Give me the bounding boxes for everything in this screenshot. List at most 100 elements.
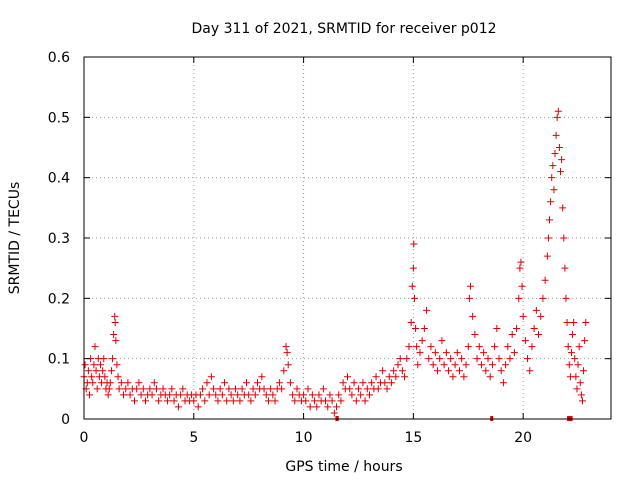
data-point <box>578 397 586 405</box>
data-point <box>344 373 351 381</box>
grid-lines <box>84 57 611 419</box>
x-tick-label: 5 <box>189 430 198 446</box>
data-point <box>251 391 259 399</box>
data-point <box>381 379 389 387</box>
data-point <box>216 385 224 393</box>
data-point <box>357 391 365 399</box>
data-point <box>407 318 415 326</box>
data-point <box>575 343 583 351</box>
data-point <box>122 385 130 393</box>
data-point <box>335 391 343 399</box>
data-point <box>547 198 555 206</box>
data-point <box>333 403 341 411</box>
data-point <box>92 367 100 375</box>
data-point <box>104 391 112 399</box>
data-point <box>497 367 505 375</box>
data-point <box>91 343 99 351</box>
data-point <box>530 325 538 332</box>
data-point <box>447 355 455 363</box>
x-tick-label: 0 <box>80 430 89 446</box>
data-point <box>519 312 527 320</box>
data-point <box>392 373 400 381</box>
data-point <box>560 234 568 242</box>
data-point <box>564 343 572 351</box>
y-tick-label: 0.2 <box>48 291 70 307</box>
data-point <box>425 355 433 363</box>
data-point <box>549 162 557 170</box>
data-point <box>552 131 560 139</box>
data-point <box>308 391 316 399</box>
data-point <box>436 355 444 363</box>
data-point <box>573 385 581 393</box>
data-point <box>107 367 115 375</box>
data-point <box>482 367 490 375</box>
data-point <box>465 294 473 302</box>
data-point <box>484 355 492 363</box>
data-point <box>179 385 187 393</box>
data-point <box>398 367 406 375</box>
data-point <box>218 391 226 399</box>
data-point <box>291 397 299 405</box>
data-point <box>221 379 229 387</box>
data-point <box>111 318 119 326</box>
data-point <box>225 385 233 393</box>
data-point <box>431 349 439 357</box>
data-point <box>311 397 319 405</box>
data-point <box>247 397 255 405</box>
data-point <box>293 385 301 393</box>
data-point <box>413 343 421 351</box>
data-point <box>558 156 566 164</box>
y-axis-label: SRMTID / TECUs <box>7 182 23 295</box>
data-point <box>451 361 459 369</box>
data-point <box>532 306 540 314</box>
data-point <box>473 355 481 363</box>
data-point <box>508 331 516 339</box>
data-point <box>526 367 534 375</box>
data-point <box>227 391 235 399</box>
data-point <box>275 379 283 387</box>
data-point <box>516 264 524 272</box>
data-point <box>469 312 477 320</box>
data-point <box>205 391 213 399</box>
data-point <box>267 385 275 393</box>
data-point <box>141 397 149 405</box>
data-point <box>245 391 253 399</box>
data-point <box>420 325 428 332</box>
data-point <box>438 337 446 345</box>
data-point <box>339 379 347 387</box>
data-point <box>249 385 257 393</box>
data-point <box>278 385 286 393</box>
data-point <box>383 385 391 393</box>
data-point <box>152 385 160 393</box>
data-point <box>390 367 398 375</box>
data-point <box>207 373 215 381</box>
data-point <box>544 234 552 242</box>
data-point <box>264 397 272 405</box>
data-point <box>166 391 174 399</box>
data-point <box>234 391 242 399</box>
data-point <box>455 367 463 375</box>
x-tick-label: 10 <box>295 430 313 446</box>
data-point <box>546 216 554 224</box>
data-point <box>580 367 588 375</box>
data-point <box>111 312 119 320</box>
data-point <box>365 391 373 399</box>
data-point <box>350 379 358 387</box>
data-point <box>510 349 518 357</box>
data-point <box>93 385 101 393</box>
data-point <box>330 409 338 417</box>
data-point <box>581 337 589 345</box>
data-point <box>133 385 141 393</box>
data-point <box>427 343 435 351</box>
data-point <box>394 361 402 369</box>
data-point <box>168 385 176 393</box>
data-point <box>488 361 496 369</box>
data-point <box>105 385 113 393</box>
data-point <box>562 294 570 302</box>
x-axis-label: GPS time / hours <box>285 459 402 475</box>
data-point <box>258 373 266 381</box>
data-point <box>269 391 277 399</box>
data-point <box>177 391 185 399</box>
data-point <box>210 385 218 393</box>
data-points <box>80 107 590 417</box>
